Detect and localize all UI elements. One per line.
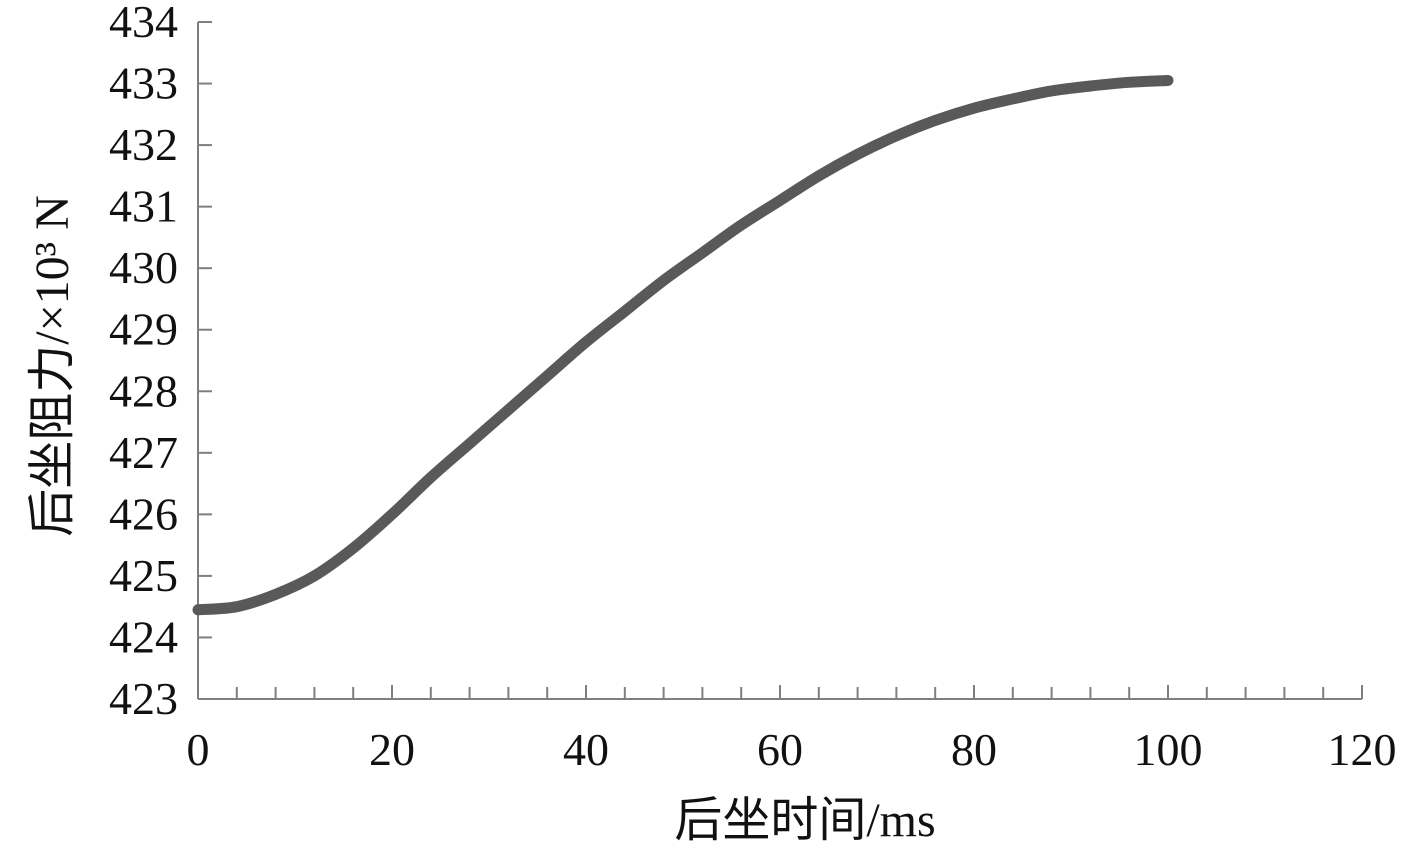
plot-area xyxy=(192,74,1174,616)
x-tick-label: 20 xyxy=(369,724,415,775)
series-line xyxy=(192,74,1174,616)
y-tick-label: 433 xyxy=(109,58,178,109)
y-tick-label: 429 xyxy=(109,304,178,355)
x-tick-label: 80 xyxy=(951,724,997,775)
y-tick-label: 430 xyxy=(109,242,178,293)
x-tick-label: 100 xyxy=(1134,724,1203,775)
x-tick-label: 0 xyxy=(187,724,210,775)
y-tick-label: 428 xyxy=(109,365,178,416)
y-tick-label: 431 xyxy=(109,181,178,232)
x-tick-label: 120 xyxy=(1328,724,1397,775)
y-tick-label: 424 xyxy=(109,611,178,662)
x-tick-label: 60 xyxy=(757,724,803,775)
x-axis-title: 后坐时间/ms xyxy=(674,794,935,843)
y-axis-title: 后坐阻力/×10³ N xyxy=(26,195,79,536)
y-tick-label: 423 xyxy=(109,673,178,724)
axis-titles: 后坐时间/ms 后坐阻力/×10³ N xyxy=(26,195,936,843)
x-tick-label: 40 xyxy=(563,724,609,775)
axes: 423 424 425 426 427 428 429 430 431 432 433 434 0 20 4… xyxy=(109,0,1397,775)
y-tick-label: 425 xyxy=(109,550,178,601)
y-tick-label: 427 xyxy=(109,427,178,478)
y-tick-label: 426 xyxy=(109,488,178,539)
y-tick-label: 432 xyxy=(109,119,178,170)
y-tick-label: 434 xyxy=(109,0,178,47)
